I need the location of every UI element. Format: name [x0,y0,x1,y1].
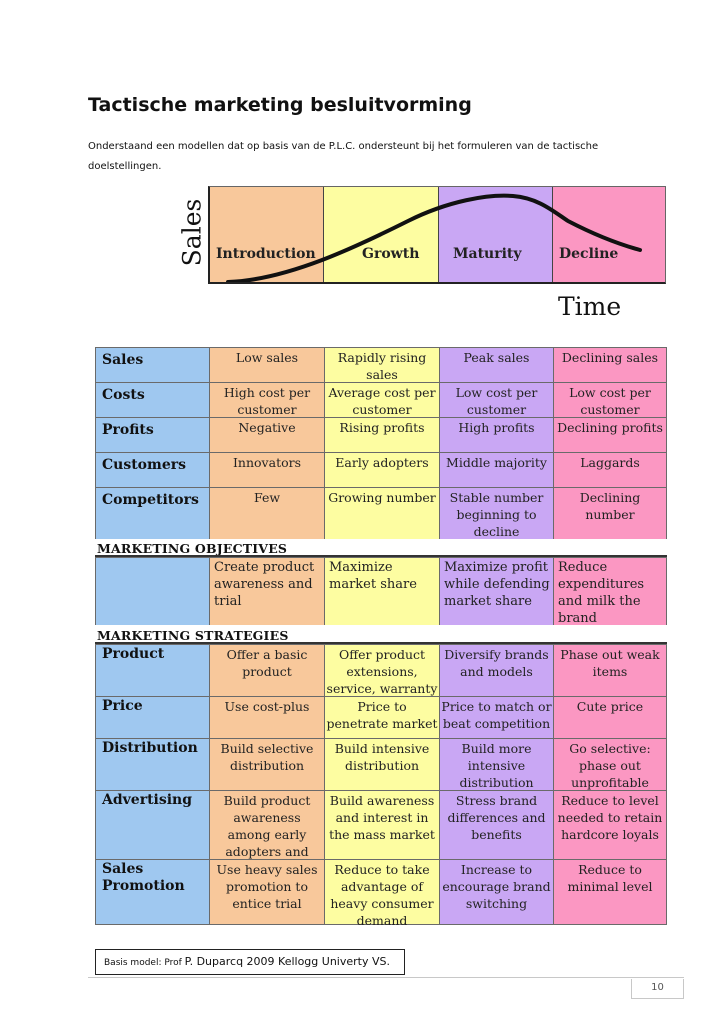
plc-chart: Introduction Growth Maturity Decline [208,186,666,284]
cell: Laggards [553,452,667,487]
cell: Build intensive distribution [324,738,439,790]
row-label: Price [95,696,209,738]
table-row: Price Use cost-plus Price to penetrate m… [95,696,667,738]
footnote-source: P. Duparcq 2009 Kellogg Univerty VS. [184,955,390,968]
table-row: Profits Negative Rising profits High pro… [95,417,667,452]
cell: Early adopters [324,452,439,487]
cell: Reduce to level needed to retain hardcor… [553,790,667,859]
cell: Rising profits [324,417,439,452]
cell: Stress brand differences and benefits [439,790,553,859]
table-row: Sales Promotion Use heavy sales promotio… [95,859,667,928]
plc-x-axis-label: Time [558,292,622,321]
table-row: Competitors Few Growing number Stable nu… [95,487,667,539]
cell [95,557,209,625]
cell: Declining profits [553,417,667,452]
table-row: Advertising Build product awareness amon… [95,790,667,876]
cell: Peak sales [439,347,553,382]
table-row: Costs High cost per customer Average cos… [95,382,667,417]
cell: Declining number [553,487,667,539]
page-number: 10 [631,979,684,999]
cell: Low cost per customer [553,382,667,417]
row-label: Advertising [95,790,209,859]
row-label: Distribution [95,738,209,790]
table-row: Create product awareness and trial Maxim… [95,557,667,626]
source-footnote: Basis model: Prof P. Duparcq 2009 Kellog… [95,949,405,975]
row-label: Sales [95,347,209,382]
cell: Use cost-plus [209,696,324,738]
phase-growth: Growth [324,186,439,284]
objectives-heading: MARKETING OBJECTIVES [97,541,288,556]
phase-introduction: Introduction [208,186,324,284]
table-row: Distribution Build selective distributio… [95,738,667,807]
row-label: Profits [95,417,209,452]
cell: Build more intensive distribution [439,738,553,790]
table-row: Sales Low sales Rapidly rising sales Pea… [95,347,667,382]
cell: Reduce to minimal level [553,859,667,924]
strategies-heading: MARKETING STRATEGIES [97,628,289,643]
cell: Few [209,487,324,539]
characteristics-table: Sales Low sales Rapidly rising sales Pea… [95,347,667,539]
phase-label-maturity: Maturity [453,246,522,262]
cell: Average cost per customer [324,382,439,417]
row-label: Product [95,644,209,696]
cell: Create product awareness and trial [209,557,324,625]
cell: High cost per customer [209,382,324,417]
cell: Low cost per customer [439,382,553,417]
strategies-table: Product Offer a basic product Offer prod… [95,644,667,928]
cell: Increase to encourage brand switching [439,859,553,924]
cell: Diversify brands and models [439,644,553,696]
cell: Build selective distribution [209,738,324,790]
page-title: Tactische marketing besluitvorming [88,94,472,116]
plc-y-axis-label: Sales [177,198,207,267]
cell: Phase out weak items [553,644,667,696]
phase-maturity: Maturity [439,186,553,284]
cell: Growing number [324,487,439,539]
cell: High profits [439,417,553,452]
cell: Build awareness and interest in the mass… [324,790,439,859]
row-label: Competitors [95,487,209,539]
cell: Reduce expenditures and milk the brand [553,557,667,626]
cell: Declining sales [553,347,667,382]
cell: Build product awareness among early adop… [209,790,324,876]
footer-divider [88,977,684,978]
row-label: Costs [95,382,209,417]
cell: Middle majority [439,452,553,487]
strategies-divider [95,642,667,644]
row-label: Sales Promotion [95,859,209,924]
phase-label-growth: Growth [362,246,420,262]
cell: Maximize market share [324,557,439,625]
cell: Price to match or beat competition [439,696,553,738]
objectives-table: Create product awareness and trial Maxim… [95,557,667,626]
phase-label-introduction: Introduction [216,246,316,262]
cell: Price to penetrate market [324,696,439,738]
phase-label-decline: Decline [559,246,619,262]
cell: Rapidly rising sales [324,347,439,382]
cell: Cute price [553,696,667,738]
cell: Innovators [209,452,324,487]
cell: Negative [209,417,324,452]
objectives-divider [95,555,667,557]
footnote-prefix: Basis model: Prof [104,958,185,968]
cell: Low sales [209,347,324,382]
cell: Go selective: phase out unprofitable out… [553,738,667,807]
cell: Maximize profit while defending market s… [439,557,553,625]
cell: Use heavy sales promotion to entice tria… [209,859,324,924]
cell: Stable number beginning to decline [439,487,553,539]
row-label: Customers [95,452,209,487]
cell: Reduce to take advantage of heavy consum… [324,859,439,928]
intro-paragraph: Onderstaand een modellen dat op basis va… [88,141,599,172]
phase-decline: Decline [553,186,666,284]
table-row: Customers Innovators Early adopters Midd… [95,452,667,487]
cell: Offer a basic product [209,644,324,696]
table-row: Product Offer a basic product Offer prod… [95,644,667,696]
cell: Offer product extensions, service, warra… [324,644,439,696]
